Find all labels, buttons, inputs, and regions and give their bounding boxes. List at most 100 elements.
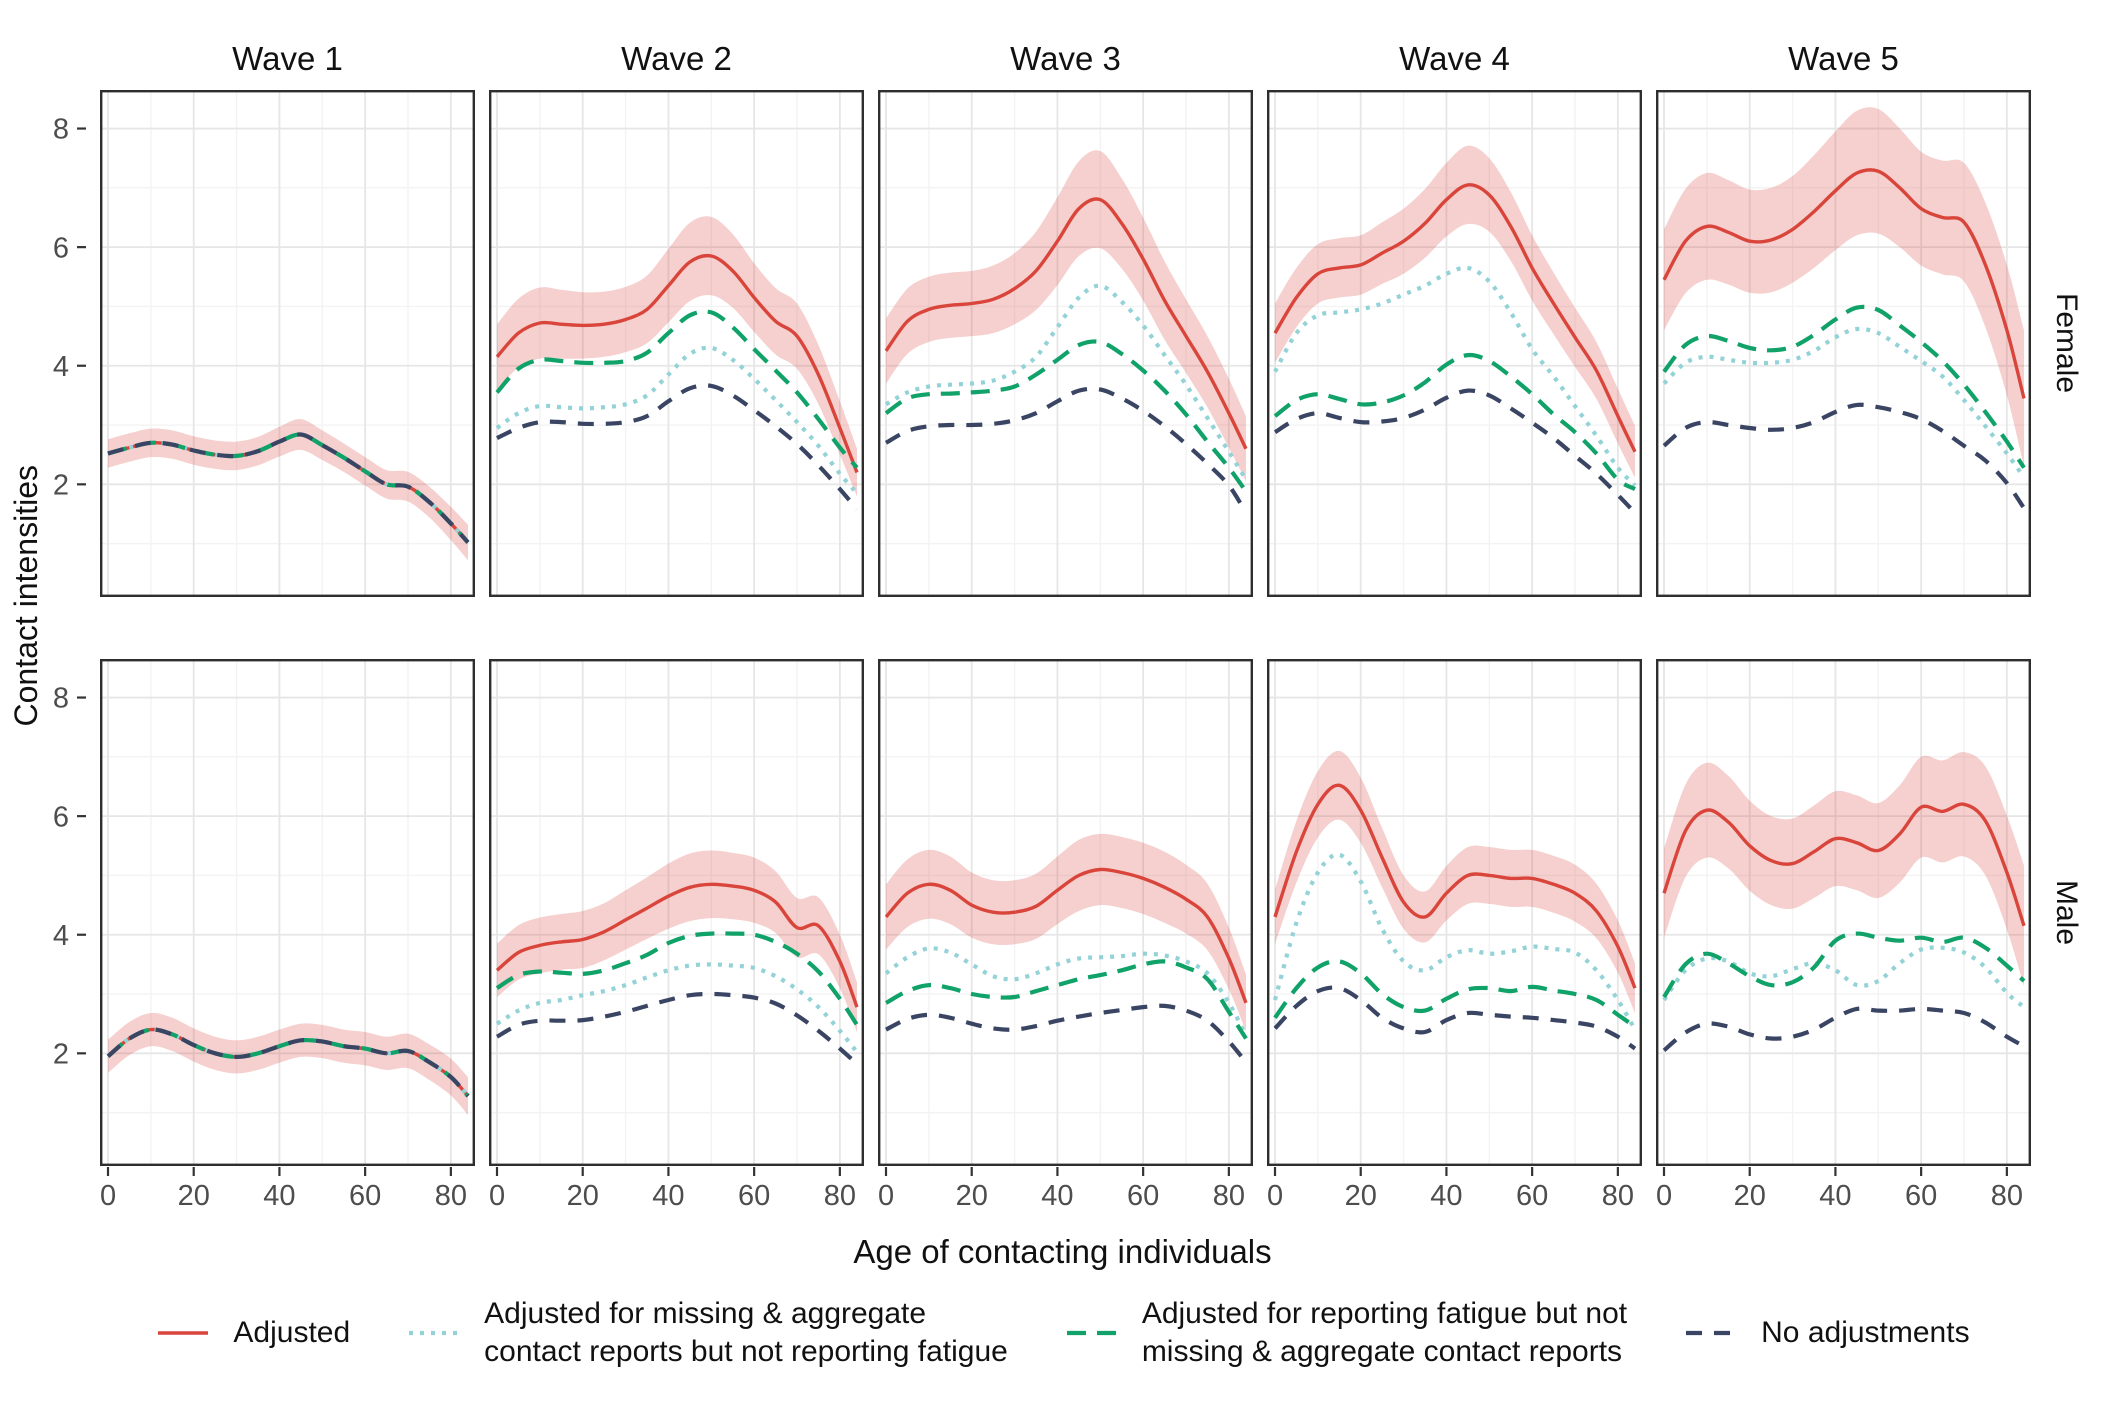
ribbon-adjusted: [1664, 107, 2024, 467]
facet-row-label-text: Male: [2050, 880, 2083, 946]
legend-item-reporting-fatigue: Adjusted for reporting fatigue but not m…: [1064, 1295, 1627, 1370]
y-tick-label: 6: [53, 232, 69, 264]
panel-male-wave-4: [1267, 659, 1642, 1167]
line-none: [885, 1003, 1248, 1064]
line-reporting_fatigue: [1273, 959, 1637, 1029]
x-tick-label: 0: [878, 1180, 894, 1212]
ribbon-adjusted: [1664, 752, 2024, 987]
x-axis-ticks-svg: 0 20 40 60 80: [1267, 1167, 1634, 1212]
line-none: [106, 1027, 470, 1098]
legend-line-reporting-fatigue-icon: [1066, 1330, 1117, 1335]
panel-female-wave-3: [878, 90, 1253, 597]
x-tick-label: 20: [1734, 1180, 1766, 1212]
facet-row-label-male: Male: [2045, 659, 2089, 1167]
x-tick-label: 20: [567, 1180, 599, 1212]
facet-column-title: Wave 3: [878, 24, 1253, 90]
line-missing_aggregate: [1662, 326, 2026, 479]
x-tick-label: 0: [1267, 1180, 1283, 1212]
panel-border: [489, 90, 864, 597]
line-reporting_fatigue: [1662, 931, 2026, 999]
line-reporting_fatigue: [1273, 352, 1637, 491]
x-tick-label: 80: [1213, 1180, 1245, 1212]
line-reporting_fatigue: [495, 931, 859, 1027]
ribbon-adjusted: [1275, 145, 1635, 478]
line-reporting_fatigue: [495, 309, 859, 470]
line-missing_aggregate: [884, 946, 1248, 1037]
line-none: [1662, 1006, 2026, 1053]
facet-row-label-text: Female: [2050, 293, 2083, 394]
x-tick-label: 80: [435, 1180, 467, 1212]
legend-line-no-adjustments-icon: [1686, 1330, 1737, 1335]
panel-male-wave-3: [878, 659, 1253, 1167]
line-none: [884, 386, 1248, 514]
line-adjusted: [495, 882, 859, 1008]
x-tick-label: 0: [1656, 1180, 1672, 1212]
y-tick-label: 4: [53, 920, 69, 952]
ribbon-adjusted: [108, 1012, 468, 1115]
line-none: [1273, 388, 1637, 515]
panel-male-wave-2: [489, 659, 864, 1167]
y-axis-ticks-svg: 8 6 4 2: [53, 114, 86, 501]
panel-svg: [489, 90, 864, 597]
line-adjusted: [1273, 783, 1637, 989]
x-tick-label: 40: [263, 1180, 295, 1212]
panel-svg: [1656, 659, 2031, 1166]
panel-male-wave-5: [1656, 659, 2031, 1167]
facet-column-title: Wave 4: [1267, 24, 1642, 90]
panel-svg: [1656, 90, 2031, 597]
legend-label: Adjusted for reporting fatigue but not m…: [1141, 1297, 1628, 1368]
ribbon-adjusted: [886, 833, 1246, 1032]
legend-label: No adjustments: [1761, 1315, 1970, 1349]
facet-column-title-text: Wave 2: [621, 40, 732, 77]
x-tick-label: 20: [956, 1180, 988, 1212]
x-tick-label: 40: [1819, 1180, 1851, 1212]
y-tick-label: 8: [53, 683, 69, 715]
panel-svg: [1267, 659, 1642, 1166]
y-tick-label: 6: [53, 801, 69, 833]
panel-svg: [878, 659, 1253, 1166]
panel-female-wave-4: [1267, 90, 1642, 597]
panel-border: [489, 659, 864, 1166]
legend-label: Adjusted for missing & aggregate contact…: [484, 1297, 1008, 1368]
line-none: [107, 432, 470, 544]
x-tick-label: 0: [100, 1180, 116, 1212]
facet-column-title: Wave 5: [1656, 24, 2031, 90]
y-axis-ticks: 8 6 4 2: [40, 90, 86, 597]
panel-male-wave-1: [100, 659, 475, 1167]
y-axis-ticks-svg: 8 6 4 2: [53, 683, 86, 1070]
x-axis-title: Age of contacting individuals: [853, 1233, 1272, 1270]
x-axis-ticks-svg: 0 20 40 60 80: [1656, 1167, 2023, 1212]
line-none: [495, 991, 859, 1066]
panel-female-wave-5: [1656, 90, 2031, 597]
x-axis-ticks: 0 20 40 60 80: [489, 1167, 864, 1215]
line-adjusted: [884, 197, 1248, 450]
line-adjusted: [884, 867, 1248, 1004]
panel-border: [100, 90, 475, 597]
panel-svg: [489, 659, 864, 1166]
line-reporting_fatigue: [884, 339, 1248, 493]
panel-svg: [100, 659, 475, 1166]
x-tick-label: 80: [1602, 1180, 1634, 1212]
x-tick-label: 60: [1516, 1180, 1548, 1212]
x-axis-ticks: 0 20 40 60 80: [878, 1167, 1253, 1215]
ribbon-adjusted: [108, 419, 468, 561]
x-tick-label: 60: [1905, 1180, 1937, 1212]
line-missing_aggregate: [495, 345, 859, 495]
panel-border: [100, 659, 475, 1166]
legend-item-adjusted: Adjusted: [155, 1314, 350, 1352]
panel-border: [878, 90, 1253, 597]
panel-female-wave-2: [489, 90, 864, 597]
x-tick-label: 80: [824, 1180, 856, 1212]
line-adjusted: [495, 253, 859, 474]
x-tick-label: 60: [738, 1180, 770, 1212]
line-missing_aggregate: [1662, 945, 2026, 1009]
facet-row-label-female: Female: [2045, 90, 2089, 597]
facet-grid: Wave 1 Wave 2 Wave 3 Wave 4 Wave 5 8 6 4 2 8 6 4 2 Fe…: [40, 24, 2089, 1215]
y-tick-label: 8: [53, 114, 69, 146]
line-missing_aggregate: [1273, 265, 1637, 488]
x-tick-label: 80: [1991, 1180, 2023, 1212]
line-reporting_fatigue: [1662, 304, 2026, 469]
y-tick-label: 2: [53, 469, 69, 501]
line-missing_aggregate: [884, 283, 1248, 481]
